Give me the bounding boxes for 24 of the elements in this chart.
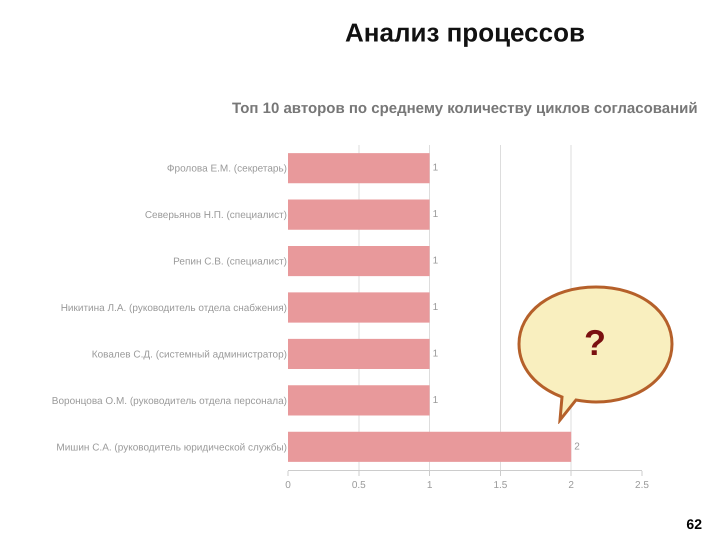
y-tick-label: Репин С.В. (специалист) <box>173 256 287 268</box>
chart-title: Анализ процессов <box>345 18 585 48</box>
data-label: 2 <box>574 441 580 452</box>
x-tick-label: 1 <box>426 480 433 491</box>
x-tick-label: 0 <box>285 480 292 491</box>
data-label: 1 <box>432 394 439 406</box>
y-tick-label: Фролова Е.М. (секретарь) <box>166 164 287 175</box>
data-label: 1 <box>432 162 439 174</box>
y-tick-label: Ковалев С.Д. (системный администратор) <box>92 349 287 360</box>
data-label: 1 <box>432 302 439 313</box>
x-tick-label: 2 <box>568 480 574 491</box>
chart-subtitle: Топ 10 авторов по среднему количеству циклов согласований <box>232 100 698 117</box>
annotation: ? <box>583 322 607 364</box>
x-tick-label: 1.5 <box>493 480 508 491</box>
y-tick-label: Никитина Л.А. (руководитель отдела снабжения) <box>60 303 287 314</box>
y-tick-label: Мишин С.А. (руководитель юридической службы) <box>56 442 287 454</box>
text: 62 <box>686 516 702 532</box>
data-label: 1 <box>432 256 439 267</box>
data-label: 1 <box>432 209 439 220</box>
y-tick-label: Северьянов Н.П. (специалист) <box>144 210 287 222</box>
y-tick-label: Воронцова О.М. (руководитель отдела персонала) <box>52 396 287 407</box>
data-label: 1 <box>432 348 439 360</box>
x-tick-label: 2.5 <box>635 480 650 491</box>
x-tick-label: 0.5 <box>352 480 366 491</box>
